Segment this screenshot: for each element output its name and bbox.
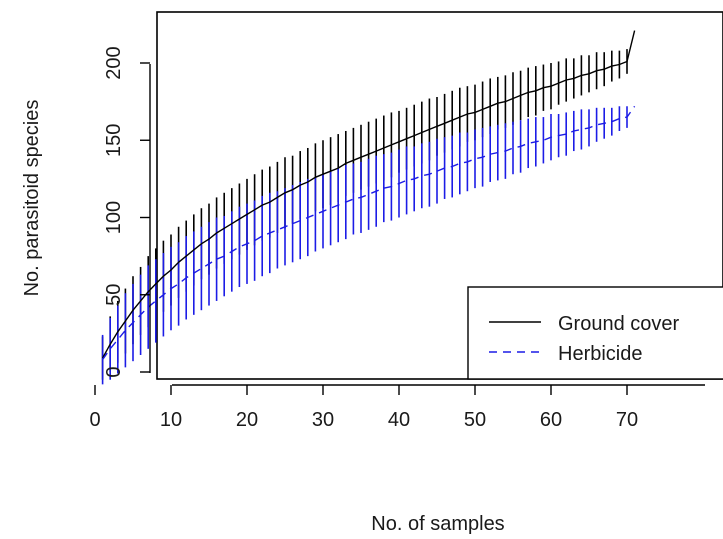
x-tick-label: 40: [388, 409, 410, 431]
legend-label-herbicide: Herbicide: [558, 343, 642, 365]
series-line-ground-cover: [101, 30, 636, 359]
x-tick-label: 60: [540, 409, 562, 431]
x-tick-label: 20: [236, 409, 258, 431]
y-tick-label: 200: [103, 46, 125, 79]
legend-label-ground-cover: Ground cover: [558, 313, 680, 335]
y-tick-label: 0: [103, 366, 125, 377]
x-tick-label: 10: [160, 409, 182, 431]
series-line-herbicide: [102, 105, 636, 361]
legend: Ground cover Herbicide: [467, 286, 723, 380]
x-tick-label: 30: [312, 409, 334, 431]
legend-box: [467, 286, 723, 380]
x-tick-label: 0: [89, 409, 100, 431]
y-axis-title: No. parasitoid species: [21, 100, 43, 297]
x-tick-label: 70: [616, 409, 638, 431]
x-axis: 0 10 20 30 40 50 60 70: [89, 384, 705, 431]
x-axis-title: No. of samples: [371, 513, 504, 535]
y-tick-label: 150: [103, 124, 125, 157]
x-tick-label: 50: [464, 409, 486, 431]
y-axis: 0 50 100 150 200: [103, 46, 151, 378]
y-tick-label: 50: [103, 284, 125, 306]
plot-frame: [156, 11, 723, 380]
y-tick-label: 100: [103, 201, 125, 234]
series-lines: [101, 30, 636, 361]
